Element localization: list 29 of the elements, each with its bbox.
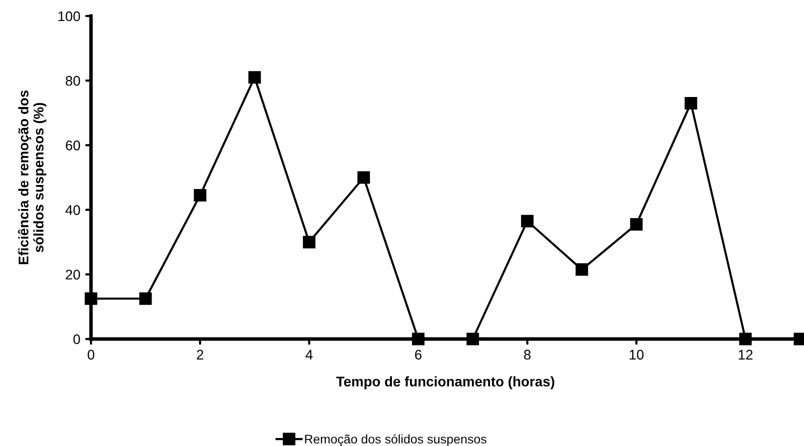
point [521, 214, 534, 228]
point [139, 292, 152, 305]
y-axis-title: Eficiência de remoção dos sólidos suspensos (%) [18, 90, 46, 264]
x-tick-label: 8 [524, 350, 531, 360]
point [302, 236, 316, 248]
point [84, 292, 98, 305]
x-tick-label: 12 [738, 350, 752, 360]
x-tick-label: 6 [415, 350, 422, 360]
y-tick-label: 40 [65, 205, 80, 215]
x-tick-label: 10 [630, 350, 644, 360]
point [412, 332, 424, 346]
point [576, 263, 588, 276]
point [630, 218, 643, 231]
y-tick-label: 80 [66, 76, 80, 86]
point [357, 171, 370, 184]
point [248, 71, 261, 84]
y-tick-label: 0 [73, 334, 80, 344]
legend-label: Remoção dos sólidos suspensos [305, 434, 486, 446]
y-tick-label: 100 [58, 11, 80, 22]
x-tick-label: 0 [88, 350, 94, 360]
x-axis-title: Tempo de funcionamento (horas) [336, 376, 554, 390]
y-tick-label: 20 [66, 270, 80, 280]
x-tick-label: 4 [306, 350, 313, 360]
x-tick-label: 2 [196, 350, 204, 360]
point [194, 189, 206, 202]
point [466, 332, 480, 346]
point [684, 96, 698, 110]
y-tick-label: 60 [66, 140, 80, 150]
point [739, 332, 752, 346]
